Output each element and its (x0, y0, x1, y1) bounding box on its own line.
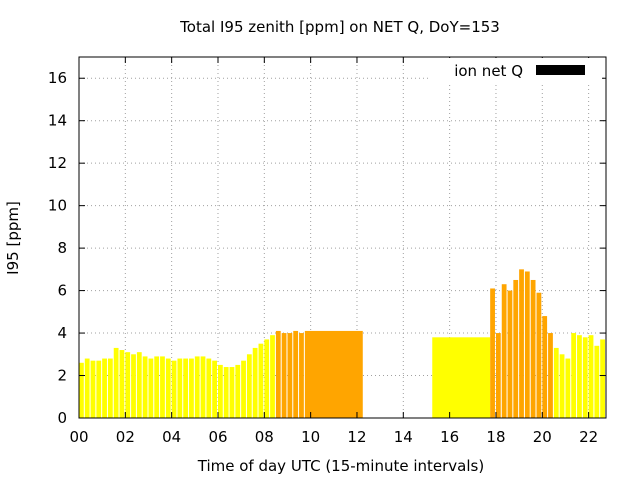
x-tick-label: 06 (208, 428, 227, 446)
bar (125, 352, 131, 418)
y-tick-label: 8 (57, 239, 67, 257)
bar (507, 290, 513, 418)
y-tick-label: 10 (48, 197, 67, 215)
bar (432, 337, 491, 418)
y-tick-label: 6 (57, 282, 67, 300)
bar (299, 333, 304, 418)
x-tick-label: 04 (162, 428, 181, 446)
bar (107, 358, 113, 418)
bar (223, 367, 229, 418)
bars (79, 269, 605, 418)
x-tick-label: 22 (579, 428, 598, 446)
y-tick-label: 4 (57, 324, 67, 342)
bar (252, 347, 258, 418)
x-axis-label: Time of day UTC (15-minute intervals) (197, 457, 484, 475)
bar (594, 345, 600, 418)
bar (287, 333, 293, 418)
bar (235, 364, 241, 418)
y-tick-label: 12 (48, 154, 67, 172)
bar (200, 356, 206, 418)
x-tick-label: 00 (69, 428, 88, 446)
chart-title: Total I95 zenith [ppm] on NET Q, DoY=153 (179, 18, 500, 36)
bar (501, 284, 507, 418)
y-tick-label: 2 (57, 367, 67, 385)
bar (177, 358, 183, 418)
legend: ion net Q (430, 58, 602, 82)
bar (582, 337, 588, 418)
bar (148, 358, 154, 418)
bar (229, 367, 235, 418)
y-axis-label: I95 [ppm] (4, 201, 22, 275)
bar (559, 354, 565, 418)
legend-label: ion net Q (454, 62, 523, 80)
bar (119, 350, 125, 418)
bar (571, 333, 577, 418)
bar (194, 356, 200, 418)
y-tick-label: 16 (48, 69, 67, 87)
bar (548, 333, 553, 418)
x-tick-label: 16 (440, 428, 459, 446)
bar (524, 271, 530, 418)
bar (96, 360, 102, 418)
bar (258, 343, 264, 418)
bar (270, 335, 275, 418)
bar (102, 358, 107, 418)
bar (553, 347, 559, 418)
x-tick-label: 02 (116, 428, 135, 446)
bar (84, 358, 90, 418)
x-tick-label: 08 (255, 428, 274, 446)
bar (142, 356, 148, 418)
bar (577, 335, 582, 418)
x-tick-label: 18 (486, 428, 505, 446)
bar (79, 362, 84, 418)
bar (275, 330, 281, 418)
bar (264, 339, 270, 418)
bar (490, 288, 495, 418)
x-tick-label: 12 (347, 428, 366, 446)
bar (160, 356, 165, 418)
y-tick-label: 0 (57, 409, 67, 427)
bar (90, 360, 96, 418)
bar (165, 358, 171, 418)
bar (588, 335, 594, 418)
bar (206, 358, 212, 418)
x-tick-label: 14 (394, 428, 413, 446)
bar (542, 316, 548, 418)
bar (513, 279, 519, 418)
bar (183, 358, 189, 418)
bar (241, 360, 246, 418)
bar (246, 354, 252, 418)
y-tick-label: 14 (48, 112, 67, 130)
bar (212, 360, 217, 418)
bar (281, 333, 287, 418)
bar (154, 356, 160, 418)
bar (217, 364, 223, 418)
bar (565, 358, 571, 418)
bar (293, 330, 299, 418)
bar (189, 358, 194, 418)
bar (530, 279, 536, 418)
bar (600, 339, 605, 418)
bar (495, 333, 501, 418)
bar (131, 354, 136, 418)
x-tick-label: 20 (533, 428, 552, 446)
bar (171, 360, 177, 418)
bar (536, 292, 542, 418)
x-tick-label: 10 (301, 428, 320, 446)
bar (136, 352, 142, 418)
bar (519, 269, 524, 418)
legend-swatch (536, 65, 585, 75)
bar (304, 330, 363, 418)
plot-border (78, 56, 607, 419)
bar (113, 347, 119, 418)
